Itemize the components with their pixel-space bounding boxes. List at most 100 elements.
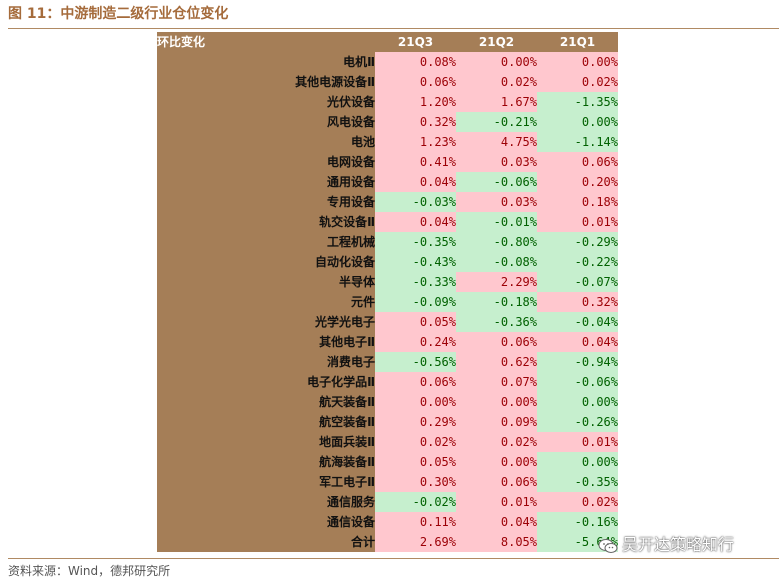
table-row: 航海装备Ⅱ 0.05% 0.00% 0.00% xyxy=(157,452,618,472)
value-cell: 0.01% xyxy=(537,432,618,452)
table-row: 自动化设备 -0.43% -0.08% -0.22% xyxy=(157,252,618,272)
table-row: 通用设备 0.04% -0.06% 0.20% xyxy=(157,172,618,192)
source-note: 资料来源：Wind，德邦研究所 xyxy=(8,564,171,578)
table-row: 光伏设备 1.20% 1.67% -1.35% xyxy=(157,92,618,112)
value-cell: 0.01% xyxy=(537,212,618,232)
value-cell: 0.41% xyxy=(375,152,456,172)
table-row: 地面兵装Ⅱ 0.02% 0.02% 0.01% xyxy=(157,432,618,452)
value-cell: 0.04% xyxy=(537,332,618,352)
value-cell: 0.03% xyxy=(456,152,537,172)
row-label: 自动化设备 xyxy=(157,252,375,272)
value-cell: 0.00% xyxy=(537,452,618,472)
value-cell: 1.67% xyxy=(456,92,537,112)
value-cell: 0.05% xyxy=(375,452,456,472)
value-cell: 0.07% xyxy=(456,372,537,392)
value-cell: -0.80% xyxy=(456,232,537,252)
value-cell: 0.00% xyxy=(375,392,456,412)
value-cell: -0.22% xyxy=(537,252,618,272)
table-body: 电机Ⅱ 0.08% 0.00% 0.00% 其他电源设备Ⅱ 0.06% 0.02% 0.02%… xyxy=(157,52,618,552)
value-cell: -0.36% xyxy=(456,312,537,332)
value-cell: 1.23% xyxy=(375,132,456,152)
table-row: 通信服务 -0.02% 0.01% 0.02% xyxy=(157,492,618,512)
value-cell: 0.00% xyxy=(537,52,618,72)
value-cell: 0.02% xyxy=(537,72,618,92)
value-cell: 0.02% xyxy=(456,72,537,92)
row-label: 地面兵装Ⅱ xyxy=(157,432,375,452)
table-row: 光学光电子 0.05% -0.36% -0.04% xyxy=(157,312,618,332)
value-cell: 0.08% xyxy=(375,52,456,72)
row-label: 光学光电子 xyxy=(157,312,375,332)
row-label: 通信服务 xyxy=(157,492,375,512)
row-label: 军工电子Ⅱ xyxy=(157,472,375,492)
value-cell: -0.18% xyxy=(456,292,537,312)
value-cell: 0.62% xyxy=(456,352,537,372)
value-cell: -0.16% xyxy=(537,512,618,532)
row-label: 光伏设备 xyxy=(157,92,375,112)
value-cell: -0.21% xyxy=(456,112,537,132)
position-change-table: 环比变化 21Q3 21Q2 21Q1 电机Ⅱ 0.08% 0.00% 0.00% 其他… xyxy=(157,32,618,552)
value-cell: 0.00% xyxy=(456,452,537,472)
value-cell: 0.03% xyxy=(456,192,537,212)
bottom-rule xyxy=(8,558,779,559)
value-cell: 8.05% xyxy=(456,532,537,552)
row-label: 通信设备 xyxy=(157,512,375,532)
value-cell: 0.32% xyxy=(537,292,618,312)
table-header-row: 环比变化 21Q3 21Q2 21Q1 xyxy=(157,32,618,52)
value-cell: -0.43% xyxy=(375,252,456,272)
table-row: 工程机械 -0.35% -0.80% -0.29% xyxy=(157,232,618,252)
value-cell: 0.09% xyxy=(456,412,537,432)
value-cell: -0.04% xyxy=(537,312,618,332)
value-cell: 0.06% xyxy=(456,332,537,352)
row-label: 电子化学品Ⅱ xyxy=(157,372,375,392)
table-row: 轨交设备Ⅱ 0.04% -0.01% 0.01% xyxy=(157,212,618,232)
value-cell: -0.35% xyxy=(375,232,456,252)
row-label: 半导体 xyxy=(157,272,375,292)
row-label: 消费电子 xyxy=(157,352,375,372)
value-cell: 0.29% xyxy=(375,412,456,432)
table-row: 军工电子Ⅱ 0.30% 0.06% -0.35% xyxy=(157,472,618,492)
table-row: 电池 1.23% 4.75% -1.14% xyxy=(157,132,618,152)
table-row: 其他电源设备Ⅱ 0.06% 0.02% 0.02% xyxy=(157,72,618,92)
row-label: 通用设备 xyxy=(157,172,375,192)
row-label: 电网设备 xyxy=(157,152,375,172)
value-cell: 0.00% xyxy=(537,392,618,412)
value-cell: 0.06% xyxy=(456,472,537,492)
table-row: 航空装备Ⅱ 0.29% 0.09% -0.26% xyxy=(157,412,618,432)
wechat-icon xyxy=(598,537,618,553)
value-cell: -0.29% xyxy=(537,232,618,252)
value-cell: -0.33% xyxy=(375,272,456,292)
value-cell: -1.14% xyxy=(537,132,618,152)
value-cell: 0.00% xyxy=(456,392,537,412)
row-label: 电池 xyxy=(157,132,375,152)
value-cell: -0.01% xyxy=(456,212,537,232)
table-row: 航天装备Ⅱ 0.00% 0.00% 0.00% xyxy=(157,392,618,412)
value-cell: 0.02% xyxy=(456,432,537,452)
value-cell: -0.94% xyxy=(537,352,618,372)
value-cell: 0.06% xyxy=(375,72,456,92)
header-col-21q1: 21Q1 xyxy=(537,32,618,52)
value-cell: 0.06% xyxy=(537,152,618,172)
row-label: 航海装备Ⅱ xyxy=(157,452,375,472)
table-row: 合计 2.69% 8.05% -5.64% xyxy=(157,532,618,552)
value-cell: 0.18% xyxy=(537,192,618,212)
value-cell: 4.75% xyxy=(456,132,537,152)
value-cell: 0.02% xyxy=(537,492,618,512)
value-cell: 0.01% xyxy=(456,492,537,512)
value-cell: -0.06% xyxy=(537,372,618,392)
row-label: 航空装备Ⅱ xyxy=(157,412,375,432)
value-cell: 0.32% xyxy=(375,112,456,132)
value-cell: 0.05% xyxy=(375,312,456,332)
value-cell: -0.26% xyxy=(537,412,618,432)
row-label: 风电设备 xyxy=(157,112,375,132)
value-cell: -1.35% xyxy=(537,92,618,112)
table-row: 元件 -0.09% -0.18% 0.32% xyxy=(157,292,618,312)
value-cell: 2.69% xyxy=(375,532,456,552)
row-label: 其他电子Ⅱ xyxy=(157,332,375,352)
value-cell: -0.08% xyxy=(456,252,537,272)
value-cell: 1.20% xyxy=(375,92,456,112)
row-label: 轨交设备Ⅱ xyxy=(157,212,375,232)
table-row: 消费电子 -0.56% 0.62% -0.94% xyxy=(157,352,618,372)
table-row: 风电设备 0.32% -0.21% 0.00% xyxy=(157,112,618,132)
value-cell: 0.04% xyxy=(375,172,456,192)
row-label: 合计 xyxy=(157,532,375,552)
